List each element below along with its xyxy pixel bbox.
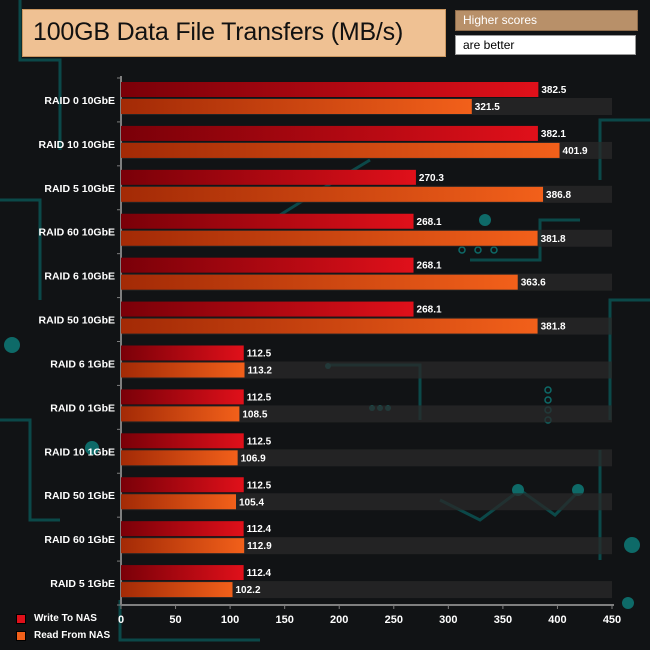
category-label: RAID 6 1GbE: [50, 358, 115, 370]
row-band: [121, 581, 612, 599]
x-tick-label: 150: [275, 614, 293, 626]
category-label: RAID 5 1GbE: [50, 578, 115, 590]
bar-read: [121, 362, 245, 378]
legend-label-read: Read From NAS: [34, 630, 111, 641]
bar-write: [121, 82, 539, 97]
bar-write: [121, 301, 414, 317]
bar-write: [121, 169, 416, 185]
value-label-write: 112.5: [247, 392, 272, 403]
bar-write: [121, 345, 244, 361]
category-label: RAID 50 10GbE: [39, 315, 115, 327]
category-label: RAID 5 10GbE: [44, 183, 115, 195]
legend-label-write: Write To NAS: [34, 613, 97, 624]
value-label-read: 386.8: [546, 190, 571, 201]
bar-read: [121, 406, 240, 422]
bar-read: [121, 582, 233, 598]
value-label-write: 112.5: [247, 436, 272, 447]
category-label: RAID 60 10GbE: [39, 227, 115, 239]
title-box: 100GB Data File Transfers (MB/s): [22, 9, 446, 57]
category-label: RAID 10 10GbE: [39, 139, 115, 151]
bar-write: [121, 521, 244, 537]
bar-read: [121, 99, 472, 114]
category-label: RAID 60 1GbE: [44, 534, 115, 546]
higher-scores-note: Higher scores: [455, 10, 638, 31]
value-label-write: 112.5: [247, 349, 272, 360]
bar-write: [121, 433, 244, 449]
value-label-write: 112.4: [247, 524, 272, 535]
value-label-read: 113.2: [248, 366, 273, 377]
value-label-write: 268.1: [417, 261, 442, 272]
value-label-read: 381.8: [541, 322, 566, 333]
category-label: RAID 0 1GbE: [50, 402, 115, 414]
bar-read: [121, 142, 560, 158]
x-tick-label: 50: [169, 614, 181, 626]
are-better-note: are better: [455, 35, 636, 55]
category-label: RAID 50 1GbE: [44, 490, 115, 502]
bar-write: [121, 565, 244, 581]
legend-item-write: Write To NAS: [16, 613, 97, 624]
legend-item-read: Read From NAS: [16, 630, 110, 641]
value-label-write: 382.1: [541, 129, 566, 140]
value-label-write: 268.1: [417, 217, 442, 228]
bar-read: [121, 450, 238, 466]
row-band: [121, 493, 612, 511]
row-band: [121, 405, 612, 423]
bar-write: [121, 125, 538, 141]
x-tick-label: 100: [221, 614, 239, 626]
row-band: [121, 449, 612, 467]
x-tick-label: 300: [439, 614, 457, 626]
value-label-write: 382.5: [541, 85, 566, 96]
bar-read: [121, 230, 538, 246]
x-tick-label: 0: [118, 614, 124, 626]
bar-write: [121, 389, 244, 405]
bar-read: [121, 186, 544, 202]
category-label: RAID 0 10GbE: [44, 95, 115, 107]
value-label-read: 102.2: [236, 585, 261, 596]
x-tick-label: 350: [494, 614, 512, 626]
value-label-read: 105.4: [239, 497, 264, 508]
bar-write: [121, 257, 414, 273]
bar-read: [121, 494, 237, 510]
value-label-read: 108.5: [242, 409, 267, 420]
bar-read: [121, 274, 518, 290]
value-label-write: 268.1: [417, 305, 442, 316]
category-label: RAID 10 1GbE: [44, 446, 115, 458]
legend-swatch-read: [16, 630, 26, 641]
value-label-read: 321.5: [475, 102, 500, 113]
value-label-write: 270.3: [419, 173, 444, 184]
x-tick-label: 400: [548, 614, 566, 626]
bar-read: [121, 538, 245, 554]
value-label-read: 401.9: [563, 146, 588, 157]
value-label-read: 381.8: [541, 234, 566, 245]
bar-write: [121, 213, 414, 229]
x-tick-label: 200: [330, 614, 348, 626]
value-label-write: 112.5: [247, 480, 272, 491]
bar-read: [121, 318, 538, 334]
category-label: RAID 6 10GbE: [44, 271, 115, 283]
value-label-read: 363.6: [521, 278, 546, 289]
x-tick-label: 450: [603, 614, 621, 626]
legend-swatch-write: [16, 613, 26, 624]
value-label-read: 106.9: [241, 453, 266, 464]
bar-write: [121, 477, 244, 493]
value-label-write: 112.4: [247, 568, 272, 579]
chart-title: 100GB Data File Transfers (MB/s): [33, 18, 404, 46]
x-tick-label: 250: [385, 614, 403, 626]
value-label-read: 112.9: [247, 541, 272, 552]
